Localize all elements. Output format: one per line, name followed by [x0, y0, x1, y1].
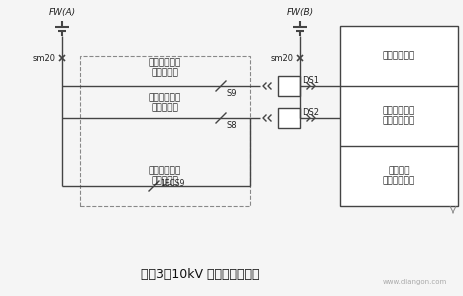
Text: 1ECS9: 1ECS9	[160, 179, 184, 189]
Text: www.diangon.com: www.diangon.com	[382, 279, 446, 285]
Bar	[80, 56, 250, 206]
Text: 母分开关小车
推进机构闭锁: 母分开关小车 推进机构闭锁	[382, 106, 414, 126]
Bar	[277, 76, 300, 96]
Text: DS2: DS2	[301, 107, 319, 117]
Text: 图（3）10kV 母联开关柜防误: 图（3）10kV 母联开关柜防误	[140, 268, 259, 281]
Text: S8: S8	[226, 121, 237, 130]
Text: 防误闭锁电源: 防误闭锁电源	[382, 52, 414, 60]
Text: FW(B): FW(B)	[286, 8, 313, 17]
Text: FW(A): FW(A)	[48, 8, 75, 17]
Text: sm20: sm20	[270, 54, 294, 62]
Text: DS1: DS1	[301, 75, 319, 84]
Bar	[277, 108, 300, 128]
Bar	[339, 26, 457, 206]
Text: 母分接地小车
工作位置通: 母分接地小车 工作位置通	[149, 166, 181, 186]
Text: 母分隔离小车
试验位置通: 母分隔离小车 试验位置通	[149, 93, 181, 113]
Text: S9: S9	[226, 89, 237, 98]
Text: sm20: sm20	[33, 54, 56, 62]
Text: 母分隔离小车
工作位置通: 母分隔离小车 工作位置通	[149, 58, 181, 78]
Text: 接地小车
推进机构闭锁: 接地小车 推进机构闭锁	[382, 166, 414, 186]
